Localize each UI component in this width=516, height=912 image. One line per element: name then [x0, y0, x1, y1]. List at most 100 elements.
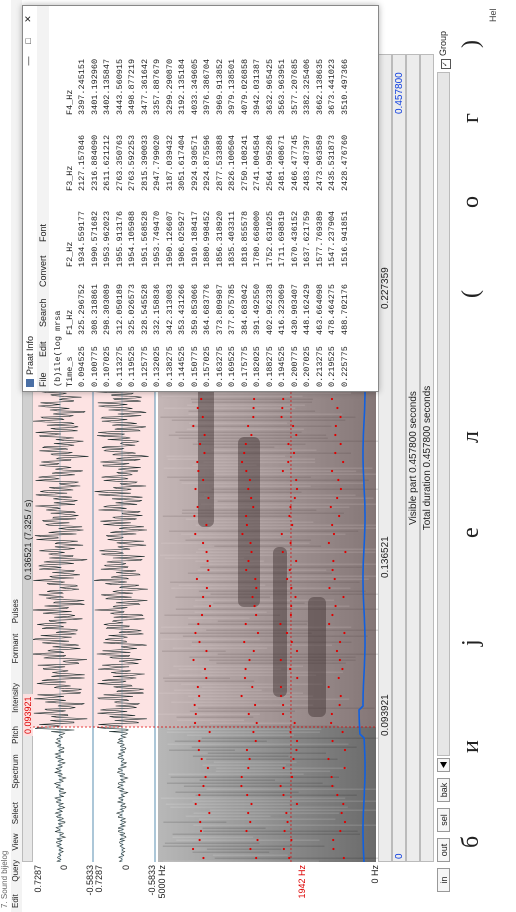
- formant-dot: [338, 515, 340, 517]
- menu-item[interactable]: Query: [11, 860, 20, 882]
- table-cell: 2611.621212: [102, 135, 112, 191]
- spectrogram-texture: [199, 819, 336, 821]
- table-cell: 0.132025: [152, 346, 162, 387]
- spectrogram-texture: [167, 729, 321, 731]
- formant-dot: [249, 479, 251, 481]
- menu-item[interactable]: Select: [11, 802, 20, 824]
- table-cell: 325.296752: [77, 284, 87, 335]
- table-cell: 3498.877219: [127, 59, 137, 115]
- table-cell: 1953.749470: [152, 211, 162, 267]
- formant-dot: [201, 758, 203, 760]
- formant-dot: [197, 623, 199, 625]
- table-cell: 1950.126607: [165, 211, 175, 267]
- info-header-line: (b)ile(log mrsa: [53, 310, 63, 387]
- formant-dot: [244, 677, 246, 679]
- menu-item[interactable]: View: [11, 833, 20, 850]
- menu-item[interactable]: Edit: [38, 341, 48, 357]
- zoom-button[interactable]: bak: [437, 778, 450, 802]
- spectrogram-texture: [175, 792, 298, 794]
- formant-dot: [287, 461, 289, 463]
- menu-item[interactable]: Convert: [38, 255, 48, 287]
- menu-item[interactable]: File: [38, 372, 48, 387]
- maximize-button[interactable]: □: [23, 31, 33, 51]
- formant-dot: [296, 488, 298, 490]
- close-button[interactable]: ✕: [23, 9, 34, 29]
- menu-item[interactable]: Pulses: [11, 599, 20, 623]
- scroll-left-button[interactable]: [437, 758, 450, 772]
- formant-dot: [331, 785, 333, 787]
- zoom-button[interactable]: out: [437, 838, 450, 862]
- formant-dot: [201, 614, 203, 616]
- table-cell: 2466.477745: [290, 135, 300, 191]
- formant-dot: [202, 479, 204, 481]
- menu-item[interactable]: Intensity: [11, 683, 20, 713]
- table-cell: 1951.568528: [140, 211, 150, 267]
- zoom-button[interactable]: sel: [437, 808, 450, 832]
- formant-dot: [249, 542, 251, 544]
- formant-dot: [287, 443, 289, 445]
- visible-part: Visible part 0.457800 seconds: [408, 55, 419, 861]
- total-duration: Total duration 0.457800 seconds: [422, 55, 433, 861]
- arrow: [440, 762, 447, 768]
- transcription-letter: и: [458, 740, 485, 753]
- formant-dot: [195, 803, 197, 805]
- table-cell: 3443.560915: [115, 59, 125, 115]
- menu-item[interactable]: Font: [38, 224, 48, 242]
- formant-dot: [205, 524, 207, 526]
- table-cell: 373.809987: [215, 284, 225, 335]
- formant-dot: [294, 497, 296, 499]
- menu-item[interactable]: Spectrum: [11, 754, 20, 788]
- formant-dot: [336, 794, 338, 796]
- table-cell: 1780.668000: [252, 211, 262, 267]
- spectrogram-texture: [206, 759, 337, 761]
- formant-dot: [339, 830, 341, 832]
- spectrogram-texture: [206, 789, 378, 791]
- formant-dot: [344, 821, 346, 823]
- formant-dot: [286, 632, 288, 634]
- formant-dot: [207, 569, 209, 571]
- table-cell: 312.050189: [115, 284, 125, 335]
- formant-dot: [200, 398, 202, 400]
- table-cell: 2924.930571: [190, 135, 200, 191]
- table-cell: 430.903407: [290, 284, 300, 335]
- formant-dot: [281, 533, 283, 535]
- formant-dot: [209, 731, 211, 733]
- table-cell: 3299.290870: [165, 59, 175, 115]
- formant-dot: [209, 605, 211, 607]
- time-label: 0.227359: [380, 267, 391, 309]
- group-checkbox[interactable]: ✓Group: [437, 9, 450, 69]
- formant-dot: [245, 443, 247, 445]
- menu-item[interactable]: Formant: [11, 634, 20, 664]
- spectrogram-texture: [194, 813, 339, 815]
- formant-dot: [199, 821, 201, 823]
- formant-dot: [250, 551, 252, 553]
- table-cell: 384.683042: [240, 284, 250, 335]
- table-cell: 4033.349605: [190, 59, 200, 115]
- formant-dot: [194, 488, 196, 490]
- menu-item[interactable]: Search: [38, 298, 48, 327]
- formant-dot: [194, 632, 196, 634]
- time-row: Visible part 0.457800 seconds: [406, 54, 420, 862]
- table-cell: 342.313083: [165, 284, 175, 335]
- formant-dot: [339, 659, 341, 661]
- formant-dot: [330, 506, 332, 508]
- table-cell: 3192.135184: [177, 59, 187, 115]
- formant-dot: [192, 425, 194, 427]
- menu-item[interactable]: Edit: [11, 894, 20, 908]
- minimize-button[interactable]: —: [23, 51, 33, 71]
- formant-dot: [206, 587, 208, 589]
- formant-dot: [252, 407, 254, 409]
- formant-dot: [291, 524, 293, 526]
- table-cell: 1835.403311: [227, 211, 237, 267]
- formant-dot: [282, 551, 284, 553]
- formant-dot: [331, 524, 333, 526]
- formant-dot: [197, 470, 199, 472]
- formant-dot: [256, 722, 258, 724]
- table-cell: 478.464275: [327, 284, 337, 335]
- zoom-button[interactable]: in: [437, 868, 450, 892]
- table-cell: 3577.207685: [290, 59, 300, 115]
- menu-item[interactable]: Pitch: [11, 726, 20, 744]
- formant-dot: [202, 596, 204, 598]
- formant-dot: [342, 461, 344, 463]
- group-label: Group: [438, 31, 448, 56]
